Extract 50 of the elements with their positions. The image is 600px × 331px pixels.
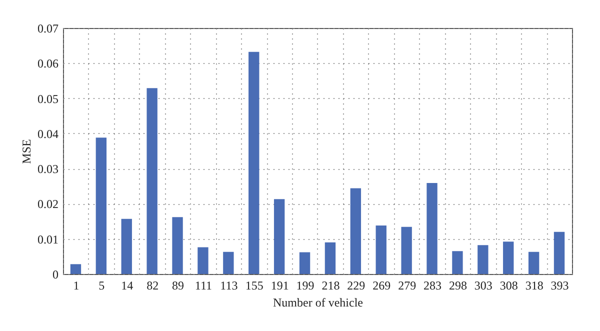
- x-axis-title: Number of vehicle: [273, 296, 363, 310]
- x-tick-label: 279: [398, 278, 416, 292]
- x-tick-label: 113: [220, 278, 238, 292]
- bar: [198, 247, 208, 274]
- bar: [503, 242, 514, 274]
- bar: [528, 252, 540, 274]
- bar: [324, 242, 336, 274]
- bar: [121, 218, 132, 274]
- x-tick-label: 303: [474, 278, 492, 292]
- bar: [299, 252, 310, 274]
- x-tick-label: 218: [322, 278, 340, 292]
- x-tick-label: 191: [270, 278, 289, 292]
- bar: [223, 252, 234, 274]
- x-tick-label: 111: [194, 278, 212, 292]
- bar: [274, 199, 285, 274]
- y-tick-label: 0.04: [38, 126, 58, 141]
- x-tick-label: 229: [347, 278, 366, 292]
- bar: [350, 188, 362, 274]
- y-tick-label: 0.06: [38, 56, 58, 71]
- bar: [96, 138, 107, 274]
- y-tick-label: 0: [52, 268, 58, 282]
- x-tick-label: 308: [500, 278, 518, 292]
- x-tick-label: 5: [98, 278, 105, 292]
- bar: [401, 226, 412, 274]
- x-tick-label: 199: [296, 278, 314, 292]
- y-axis-title: MSE: [20, 139, 34, 164]
- x-tick-label: 298: [448, 278, 467, 292]
- x-tick-label: 1: [73, 278, 80, 292]
- x-tick-label: 318: [525, 278, 544, 292]
- bar: [70, 264, 82, 274]
- x-tick-label: 155: [245, 278, 264, 292]
- bar: [426, 182, 438, 274]
- bar: [478, 245, 488, 274]
- x-tick-label: 89: [172, 278, 184, 292]
- bar: [554, 232, 565, 274]
- y-tick-label: 0.01: [38, 232, 58, 246]
- bar: [452, 251, 463, 274]
- y-tick-label: 0.03: [38, 162, 58, 176]
- bar: [172, 217, 183, 274]
- x-tick-label: 393: [550, 278, 569, 292]
- x-tick-label: 82: [146, 278, 159, 292]
- y-tick-label: 0.02: [38, 197, 58, 212]
- x-tick-label: 14: [121, 278, 134, 292]
- x-tick-label: 269: [372, 278, 391, 292]
- y-tick-label: 0.07: [38, 22, 58, 36]
- bar: [248, 52, 260, 274]
- bar: [376, 226, 386, 274]
- y-tick-label: 0.05: [38, 92, 58, 106]
- x-tick-label: 283: [424, 278, 442, 292]
- bar: [146, 88, 158, 274]
